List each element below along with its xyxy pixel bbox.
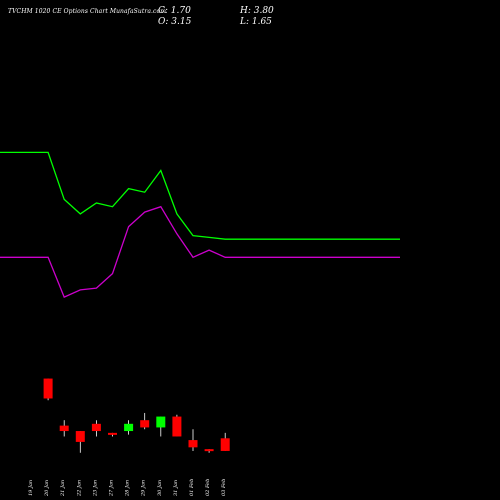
x-tick-label: 20 Jan — [44, 480, 50, 497]
candle-body — [220, 438, 230, 451]
candle-body — [188, 440, 198, 448]
candle-body — [43, 378, 53, 399]
close-value: C: 1.70 — [158, 6, 191, 16]
chart-title: TVCHM 1020 CE Options Chart MunafaSutra.… — [8, 8, 166, 15]
candle-body — [124, 423, 134, 432]
x-tick-label: 31 Jan — [173, 480, 179, 496]
x-tick-label: 23 Jan — [92, 480, 98, 497]
x-tick-label: 02 Feb — [205, 479, 211, 496]
x-tick-label: 19 Jan — [28, 480, 34, 496]
x-tick-label: 03 Feb — [221, 479, 227, 496]
candle-body — [75, 431, 85, 442]
x-tick-label: 21 Jan — [60, 480, 66, 497]
candle-body — [172, 416, 182, 437]
x-tick-label: 01 Feb — [189, 479, 195, 496]
upper-band-line — [0, 151, 400, 240]
candle-body — [91, 423, 101, 432]
candle-body — [204, 449, 214, 452]
high-value: H: 3.80 — [240, 6, 274, 16]
candle-body — [156, 416, 166, 428]
x-tick-label: 28 Jan — [125, 480, 131, 497]
candle-body — [140, 420, 150, 428]
x-tick-label: 29 Jan — [141, 480, 147, 497]
open-value: O: 3.15 — [158, 17, 192, 27]
candle-body — [108, 432, 117, 435]
low-value: L: 1.65 — [240, 17, 272, 27]
x-tick-label: 30 Jan — [157, 480, 163, 496]
x-tick-label: 27 Jan — [109, 480, 115, 497]
candle-body — [59, 425, 69, 432]
x-tick-label: 22 Jan — [76, 480, 82, 497]
lower-band-line — [0, 205, 400, 298]
